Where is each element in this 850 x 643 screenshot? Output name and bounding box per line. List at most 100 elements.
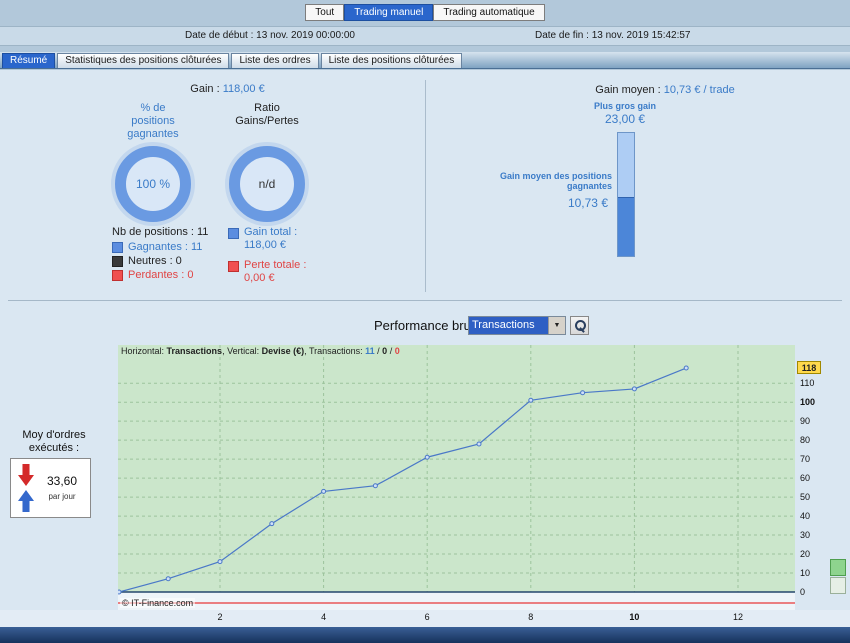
performance-mode-select[interactable]: Transactions ▼ xyxy=(468,316,566,335)
gains-point xyxy=(118,589,122,595)
performance-title: Performance brute xyxy=(374,318,482,333)
avg-gain-value: 10,73 € xyxy=(567,196,608,210)
current-value-marker: 118 xyxy=(797,361,821,374)
perte-totale-legend: Perte totale : 0,00 € xyxy=(228,259,306,285)
vertical-divider xyxy=(425,80,426,292)
perte-totale-label: Perte totale : xyxy=(244,259,307,271)
gain-headline: Gain : 118,00 € xyxy=(120,83,335,95)
gain-moyen-label: Gain moyen : xyxy=(595,84,661,96)
avg-orders-unit: par jour xyxy=(48,492,76,501)
nb-positions: Nb de positions : 11 xyxy=(112,226,209,238)
performance-line-chart xyxy=(118,345,795,604)
gains-point xyxy=(372,483,378,489)
ratio-donut: n/d xyxy=(229,146,305,222)
gains-line xyxy=(118,367,687,593)
avg-orders-label: Moy d'ordres exécutés : xyxy=(22,429,86,454)
date-range-strip: Date de début : 13 nov. 2019 00:00:00 Da… xyxy=(0,26,850,46)
gains-point xyxy=(476,441,482,447)
performance-mode-value: Transactions xyxy=(469,317,548,334)
tab-tout[interactable]: Tout xyxy=(305,4,345,21)
date-end-value: 13 nov. 2019 15:42:57 xyxy=(591,30,691,41)
winning-pct-value: 100 % xyxy=(135,177,171,191)
plus-gros-gain-label: Plus gros gain xyxy=(593,101,656,111)
positions-legend: Gagnantes : 11 Neutres : 0 Perdantes : 0 xyxy=(112,241,202,283)
y-axis-label: 90 xyxy=(800,416,811,427)
gain-total-legend: Gain total : 118,00 € xyxy=(228,226,297,252)
tab-liste-ordres[interactable]: Liste des ordres xyxy=(231,53,319,68)
x-axis-label: 12 xyxy=(732,612,743,622)
gain-range-bar xyxy=(617,132,635,257)
ratio-header: Ratio Gains/Pertes xyxy=(235,102,299,127)
tab-resume[interactable]: Résumé xyxy=(2,53,56,68)
y-axis-label: 110 xyxy=(800,378,815,389)
date-end: Date de fin : 13 nov. 2019 15:42:57 xyxy=(535,30,691,41)
y-axis-label: 50 xyxy=(800,492,811,503)
win-color-swatch-icon xyxy=(112,241,123,253)
gain-moyen-headline: Gain moyen : 10,73 € / trade xyxy=(525,84,805,96)
y-axis-label: 10 xyxy=(800,568,811,579)
legend-label: Neutres : 0 xyxy=(128,255,182,267)
gains-point xyxy=(424,454,430,460)
y-axis: 0 10 20 30 40 50 60 70 80 90 100 110 118 xyxy=(796,345,836,610)
gain-average-fill xyxy=(618,197,634,256)
chevron-down-icon[interactable]: ▼ xyxy=(548,317,565,334)
x-axis-label: 6 xyxy=(424,612,430,622)
gain-value: 118,00 € xyxy=(222,83,265,95)
gains-point xyxy=(631,386,637,392)
gains-point xyxy=(217,559,223,565)
tab-trading-manuel[interactable]: Trading manuel xyxy=(344,4,434,21)
tab-statistiques-positions[interactable]: Statistiques des positions clôturées xyxy=(57,53,230,68)
gains-point xyxy=(528,397,534,403)
gains-point xyxy=(269,521,275,527)
date-start-value: 13 nov. 2019 00:00:00 xyxy=(256,30,355,41)
loss-color-swatch-icon xyxy=(112,269,123,281)
scale-down-button[interactable] xyxy=(830,577,846,594)
x-axis-label: 2 xyxy=(217,612,223,622)
gains-point xyxy=(580,390,586,396)
zoom-detail-button[interactable] xyxy=(570,316,589,335)
legend-item-perdantes: Perdantes : 0 xyxy=(112,269,202,281)
avg-gain-label: Gain moyen des positions gagnantes xyxy=(499,171,612,191)
tab-trading-automatique[interactable]: Trading automatique xyxy=(433,4,545,21)
y-axis-label: 30 xyxy=(800,530,811,541)
date-start-label: Date de début : xyxy=(185,30,254,41)
gain-total-label: Gain total : xyxy=(244,226,298,238)
chart-copyright: © IT-Finance.com xyxy=(120,598,196,608)
below-zero-region xyxy=(118,592,795,610)
gain-total-value: 118,00 € xyxy=(244,239,287,251)
x-axis-label: 8 xyxy=(528,612,534,622)
date-start: Date de début : 13 nov. 2019 00:00:00 xyxy=(185,30,355,41)
y-axis-label: 40 xyxy=(800,511,811,522)
gains-point xyxy=(165,576,171,582)
gains-point xyxy=(321,488,327,494)
legend-item-neutres: Neutres : 0 xyxy=(112,255,202,267)
horizontal-divider xyxy=(8,300,842,301)
x-axis: 2 4 6 8 10 12 xyxy=(0,610,850,627)
gain-label: Gain : xyxy=(190,83,220,95)
x-axis-label: 4 xyxy=(321,612,327,622)
x-axis-label: 10 xyxy=(629,612,640,622)
winning-pct-header: % de positions gagnantes xyxy=(127,102,179,140)
perte-color-swatch-icon xyxy=(228,261,239,272)
gains-point xyxy=(683,365,689,371)
buy-arrow-up-icon xyxy=(18,490,34,512)
perte-totale-value: 0,00 € xyxy=(244,272,275,284)
y-axis-label: 60 xyxy=(800,473,811,484)
chart-timeline-scrollbar[interactable] xyxy=(0,627,850,643)
scale-up-button[interactable] xyxy=(830,559,846,576)
legend-label: Gagnantes : 11 xyxy=(128,241,203,253)
avg-orders-box: 33,60 par jour xyxy=(10,458,91,518)
chart-legend: Horizontal: Transactions, Vertical: Devi… xyxy=(121,346,400,356)
performance-chart-plot[interactable]: Horizontal: Transactions, Vertical: Devi… xyxy=(118,345,795,610)
sell-arrow-down-icon xyxy=(18,464,34,486)
winning-pct-donut: 100 % xyxy=(115,146,191,222)
scope-tab-bar: Tout Trading manuel Trading automatique xyxy=(0,4,850,21)
tab-liste-positions[interactable]: Liste des positions clôturées xyxy=(320,53,463,68)
neutral-color-swatch-icon xyxy=(112,255,123,267)
report-tab-bar: Résumé Statistiques des positions clôtur… xyxy=(0,52,850,69)
gain-moyen-value: 10,73 € / trade xyxy=(663,84,735,96)
legend-label: Perdantes : 0 xyxy=(128,269,194,281)
y-axis-label: 20 xyxy=(800,549,811,560)
ratio-value: n/d xyxy=(258,177,276,191)
